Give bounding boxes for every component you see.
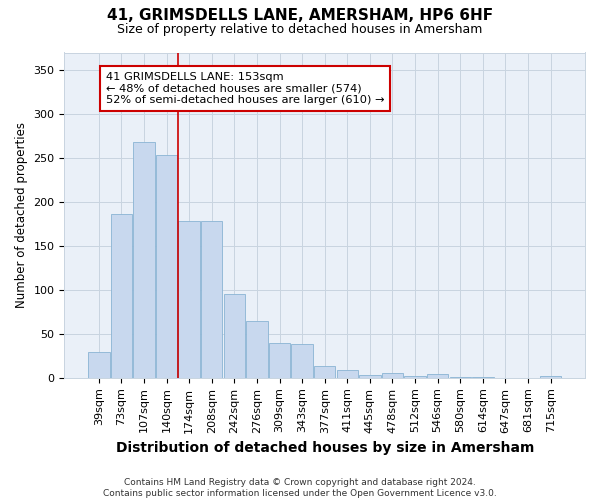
Bar (472, 377, 494, 378)
Bar (314, 366, 335, 378)
Text: 41, GRIMSDELLS LANE, AMERSHAM, HP6 6HF: 41, GRIMSDELLS LANE, AMERSHAM, HP6 6HF (107, 8, 493, 22)
Bar (359, 375, 380, 378)
Bar (404, 376, 426, 378)
Bar (88, 352, 110, 378)
Bar (133, 142, 155, 378)
Bar (110, 214, 132, 378)
Bar (382, 374, 403, 378)
Bar (540, 376, 562, 378)
Bar (246, 320, 268, 378)
Bar (449, 377, 471, 378)
Bar (337, 370, 358, 378)
Bar (156, 156, 177, 378)
Bar (224, 294, 245, 378)
Text: 41 GRIMSDELLS LANE: 153sqm
← 48% of detached houses are smaller (574)
52% of sem: 41 GRIMSDELLS LANE: 153sqm ← 48% of deta… (106, 72, 384, 105)
Text: Size of property relative to detached houses in Amersham: Size of property relative to detached ho… (118, 22, 482, 36)
Bar (427, 374, 448, 378)
Y-axis label: Number of detached properties: Number of detached properties (15, 122, 28, 308)
Bar (178, 222, 200, 378)
Bar (292, 344, 313, 378)
Bar (269, 342, 290, 378)
X-axis label: Distribution of detached houses by size in Amersham: Distribution of detached houses by size … (116, 441, 534, 455)
Text: Contains HM Land Registry data © Crown copyright and database right 2024.
Contai: Contains HM Land Registry data © Crown c… (103, 478, 497, 498)
Bar (201, 222, 223, 378)
